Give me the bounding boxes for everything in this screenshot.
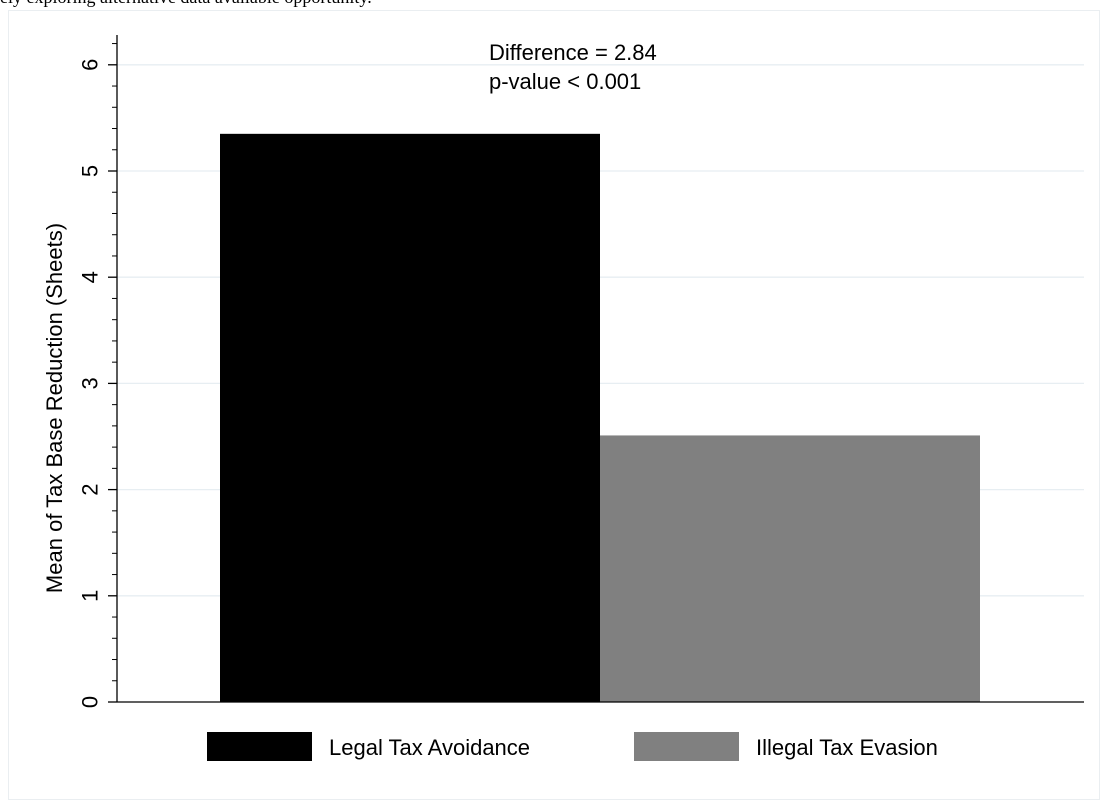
legend-label: Legal Tax Avoidance <box>329 735 530 760</box>
y-tick-label: 4 <box>78 271 103 283</box>
legend-swatch <box>634 732 739 761</box>
legend-swatch <box>207 732 312 761</box>
bar <box>600 435 980 702</box>
top-caption: ely exploring alternative data available… <box>0 0 1102 8</box>
difference-annotation: Difference = 2.84 <box>489 40 657 65</box>
y-tick-label: 5 <box>78 165 103 177</box>
y-ticks: 0 1 2 3 4 5 6 <box>78 43 117 708</box>
legend-label: Illegal Tax Evasion <box>756 735 938 760</box>
legend: Legal Tax Avoidance Illegal Tax Evasion <box>207 732 938 761</box>
y-axis-title: Mean of Tax Base Reduction (Sheets) <box>42 223 67 593</box>
y-tick-label: 3 <box>78 377 103 389</box>
y-tick-label: 1 <box>78 590 103 602</box>
bar <box>220 133 600 702</box>
bar-layer <box>220 133 980 702</box>
y-tick-label: 2 <box>78 483 103 495</box>
y-tick-label: 0 <box>78 696 103 708</box>
figure-frame <box>8 10 1100 800</box>
y-tick-label: 6 <box>78 59 103 71</box>
p-value-annotation: p-value < 0.001 <box>489 69 641 94</box>
y-axis <box>116 35 1084 703</box>
